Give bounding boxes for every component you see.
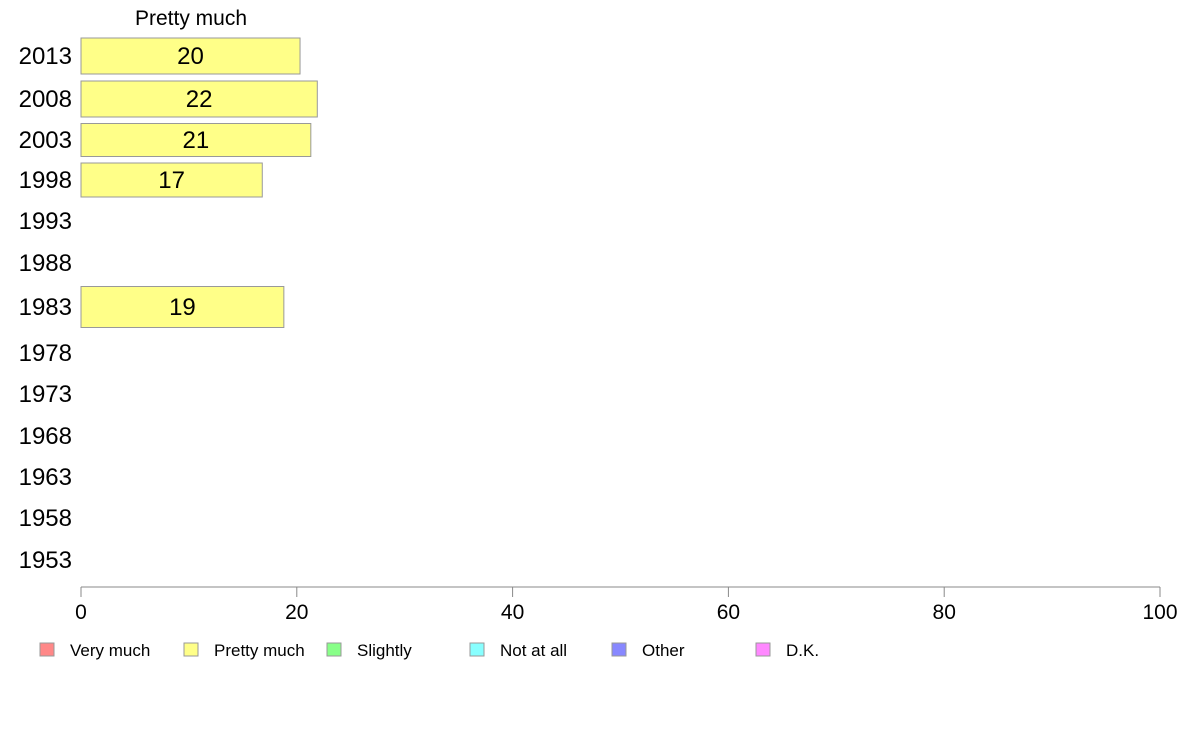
legend-label-0: Very much	[70, 641, 150, 660]
legend-label-5: D.K.	[786, 641, 819, 660]
x-tick-label-80: 80	[933, 601, 956, 624]
legend: Very much Pretty much Slightly Not at all Ot…	[39, 641, 819, 660]
year-label-1958: 1958	[19, 505, 72, 532]
year-label-2008: 2008	[19, 86, 72, 113]
year-label-2013: 2013	[19, 43, 72, 70]
legend-label-3: Not at all	[500, 641, 567, 660]
x-tick-label-0: 0	[75, 601, 87, 624]
bar-value-label-2013: 20	[177, 43, 204, 70]
bars: 20 22 21 17 19	[80, 37, 318, 328]
year-label-2003: 2003	[19, 127, 72, 154]
year-label-1973: 1973	[19, 381, 72, 408]
bar-2008	[80, 80, 318, 118]
column-title: Pretty much	[135, 7, 247, 30]
year-label-1988: 1988	[19, 250, 72, 277]
year-label-1963: 1963	[19, 464, 72, 491]
legend-swatch-5	[755, 642, 771, 657]
legend-swatch-1	[183, 642, 199, 657]
x-tick-label-60: 60	[717, 601, 740, 624]
year-label-1983: 1983	[19, 294, 72, 321]
x-tick-label-40: 40	[501, 601, 524, 624]
bar-value-label-1998: 17	[158, 167, 185, 194]
x-axis: 0 20 40 60 80 100	[75, 586, 1178, 624]
bar-2013	[80, 37, 301, 75]
bar-value-label-2008: 22	[186, 86, 213, 113]
bar-1998	[80, 162, 263, 198]
legend-label-2: Slightly	[357, 641, 412, 660]
year-label-1968: 1968	[19, 423, 72, 450]
bar-value-label-1983: 19	[169, 294, 196, 321]
legend-swatch-0	[39, 642, 55, 657]
legend-label-4: Other	[642, 641, 685, 660]
year-label-1953: 1953	[19, 547, 72, 574]
legend-swatch-3	[469, 642, 485, 657]
legend-swatch-2	[326, 642, 342, 657]
legend-swatch-4	[611, 642, 627, 657]
year-label-1993: 1993	[19, 208, 72, 235]
bar-1983	[80, 286, 285, 328]
legend-label-1: Pretty much	[214, 641, 305, 660]
x-tick-label-20: 20	[285, 601, 308, 624]
year-label-1978: 1978	[19, 340, 72, 367]
year-labels: 2013 2008 2003 1998 1993 1988 1983 1978 1973 1968…	[19, 43, 72, 574]
year-label-1998: 1998	[19, 167, 72, 194]
bar-2003	[80, 123, 312, 157]
x-tick-label-100: 100	[1142, 601, 1177, 624]
bar-value-label-2003: 21	[183, 127, 210, 154]
